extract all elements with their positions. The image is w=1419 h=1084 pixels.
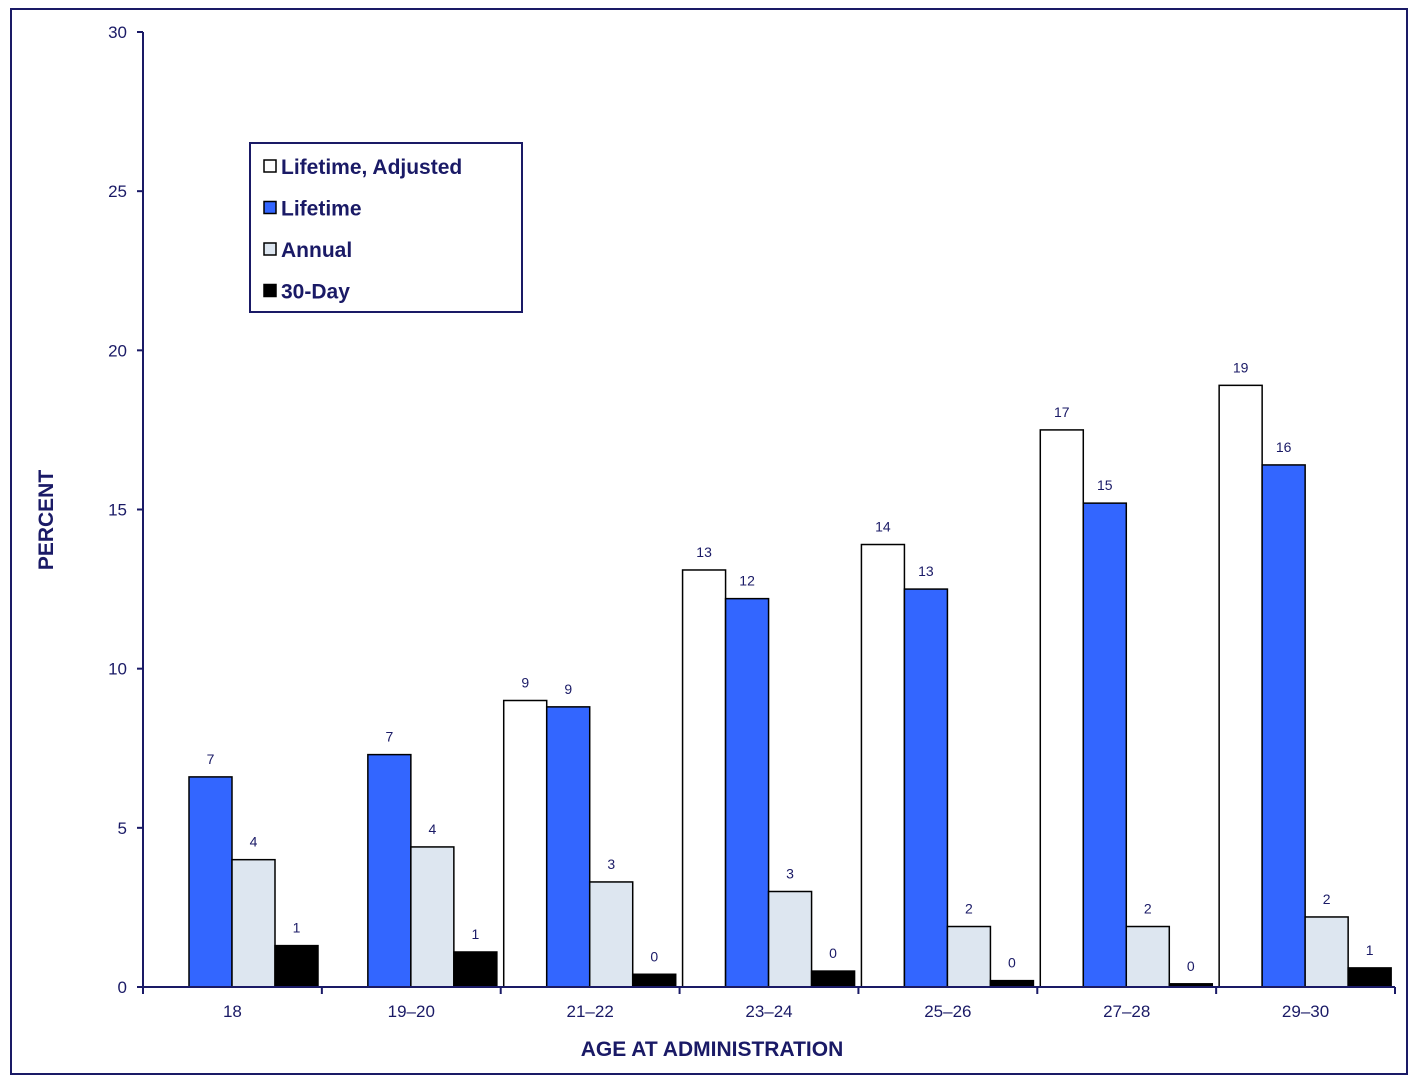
data-label: 4: [428, 821, 436, 837]
data-label: 12: [739, 573, 755, 589]
x-tick-label: 19–20: [388, 1002, 435, 1021]
bar-lifetime-adjusted: [502, 699, 548, 988]
bar-annual: [767, 890, 813, 988]
y-tick-label: 0: [118, 978, 127, 997]
bar-annual: [231, 858, 276, 988]
y-tick-label: 30: [108, 23, 127, 42]
data-label: 1: [1366, 942, 1374, 958]
data-label: 0: [1008, 955, 1016, 971]
legend-label: Annual: [281, 239, 352, 262]
x-tick-label: 29–30: [1282, 1002, 1329, 1021]
legend-swatch: [263, 242, 277, 256]
bar-lifetime-adjusted: [1039, 429, 1085, 988]
data-label: 9: [521, 675, 529, 691]
legend-label: Lifetime: [281, 198, 362, 221]
bar-annual: [410, 846, 455, 988]
data-label: 13: [696, 544, 712, 560]
legend: Lifetime, Adjusted Lifetime Annual 30-Day: [249, 142, 523, 313]
data-label: 13: [918, 563, 934, 579]
y-tick-label: 15: [108, 501, 127, 520]
legend-label: 30-Day: [281, 281, 350, 304]
legend-swatch: [263, 200, 277, 215]
bar-30-day: [453, 951, 498, 988]
x-tick-label: 27–28: [1103, 1002, 1150, 1021]
data-label: 2: [1323, 891, 1331, 907]
bar-lifetime: [724, 597, 770, 988]
bar-30-day: [631, 973, 677, 988]
data-label: 7: [207, 751, 215, 767]
data-label: 3: [607, 856, 615, 872]
bar-lifetime: [903, 588, 949, 988]
data-labels-layer: 9 13 14 17 19 7 7 9 12 13 15 16 4 4 3 3 2 2 2 1 1 0 0 0 0 1: [207, 359, 1374, 973]
data-label: 1: [471, 926, 479, 942]
bars-layer: [188, 384, 1392, 988]
data-label: 16: [1276, 439, 1292, 455]
bar-annual: [946, 925, 992, 988]
bar-30-day: [274, 944, 319, 988]
x-axis-title: AGE AT ADMINISTRATION: [581, 1038, 843, 1061]
chart-frame: [10, 8, 1408, 1075]
data-label: 0: [829, 945, 837, 961]
data-label: 15: [1097, 477, 1113, 493]
legend-box: [249, 142, 523, 313]
data-label: 17: [1054, 404, 1070, 420]
bar-lifetime: [188, 776, 233, 988]
data-label: 7: [385, 729, 393, 745]
bar-30-day: [810, 970, 856, 988]
data-label: 2: [1144, 901, 1152, 917]
legend-swatch: [263, 159, 277, 173]
bar-annual: [588, 881, 634, 988]
data-label: 9: [564, 681, 572, 697]
bar-annual: [1125, 925, 1171, 988]
data-label: 1: [293, 920, 301, 936]
x-tick-label: 18: [223, 1002, 242, 1021]
bar-lifetime-adjusted: [860, 543, 906, 988]
x-tick-label: 25–26: [924, 1002, 971, 1021]
data-label: 3: [786, 866, 794, 882]
data-label: 14: [875, 519, 891, 535]
data-label: 0: [650, 948, 658, 964]
bar-lifetime: [1261, 464, 1306, 988]
x-tick-label: 23–24: [745, 1002, 792, 1021]
bar-lifetime: [1082, 502, 1128, 988]
y-tick-label: 5: [118, 819, 127, 838]
y-axis-title: PERCENT: [35, 470, 58, 571]
x-tick-label: 21–22: [567, 1002, 614, 1021]
bar-annual: [1304, 916, 1349, 988]
bar-30-day: [1347, 967, 1392, 988]
data-label: 2: [965, 901, 973, 917]
y-tick-label: 25: [108, 182, 127, 201]
bar-lifetime-adjusted: [681, 569, 727, 988]
y-tick-label: 20: [108, 341, 127, 360]
data-label: 0: [1187, 958, 1195, 974]
data-label: 4: [250, 834, 258, 850]
legend-swatch: [263, 283, 277, 298]
bar-lifetime: [367, 753, 412, 988]
bar-lifetime-adjusted: [1218, 384, 1263, 988]
y-tick-label: 10: [108, 660, 127, 679]
data-label: 19: [1233, 359, 1249, 375]
bar-lifetime: [545, 706, 591, 988]
legend-label: Lifetime, Adjusted: [281, 156, 462, 179]
